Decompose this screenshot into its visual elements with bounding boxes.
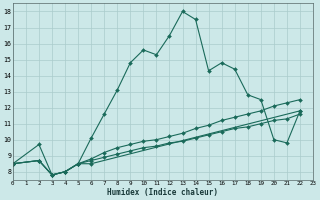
X-axis label: Humidex (Indice chaleur): Humidex (Indice chaleur) bbox=[108, 188, 219, 197]
